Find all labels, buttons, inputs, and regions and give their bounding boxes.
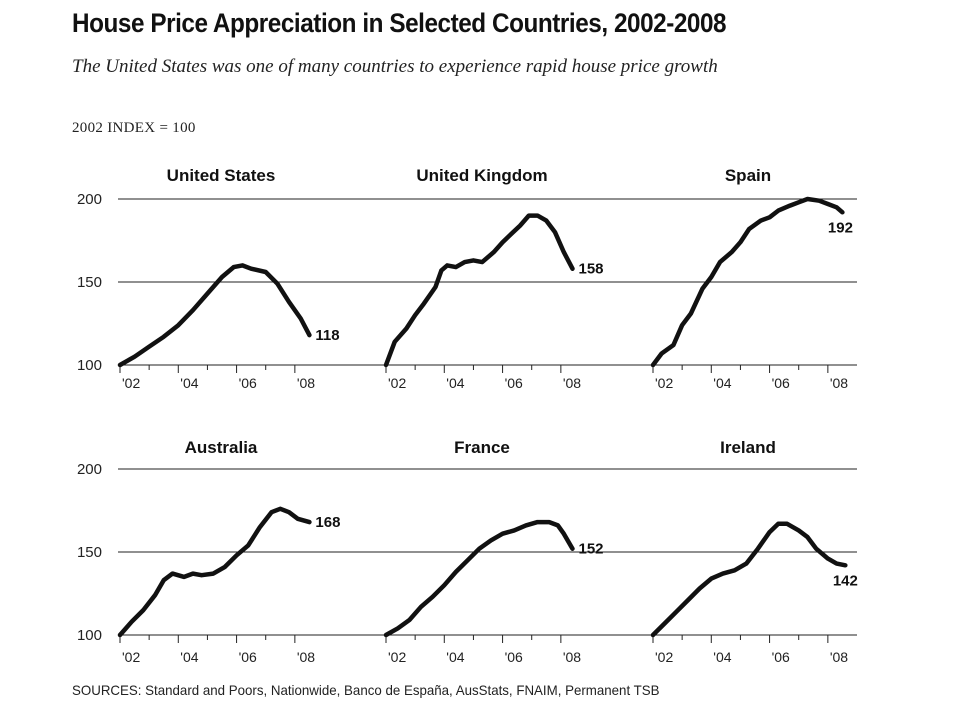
x-tick-label: '02 [122, 649, 140, 665]
y-tick-label: 150 [77, 274, 102, 291]
x-tick-label: '02 [388, 375, 406, 391]
x-tick-label: '06 [772, 649, 790, 665]
x-tick-label: '04 [180, 375, 198, 391]
y-tick-label: 150 [77, 544, 102, 561]
chart-title: House Price Appreciation in Selected Cou… [72, 8, 727, 38]
x-tick-label: '04 [180, 649, 198, 665]
y-tick-label: 100 [77, 627, 102, 644]
x-tick-label: '06 [505, 649, 523, 665]
y-tick-label: 200 [77, 461, 102, 478]
series-line-united-states [117, 263, 312, 368]
y-tick-label: 200 [77, 191, 102, 208]
end-value-label-united-states: 118 [315, 327, 339, 344]
x-tick-label: '02 [388, 649, 406, 665]
end-value-label-ireland: 142 [833, 572, 858, 589]
x-tick-label: '08 [830, 649, 848, 665]
x-tick-label: '08 [830, 375, 848, 391]
panel-title-united-states: United States [167, 166, 276, 185]
x-tick-label: '04 [446, 649, 464, 665]
y-tick-label: 100 [77, 357, 102, 374]
panel-title-ireland: Ireland [720, 438, 776, 457]
sources-note: SOURCES: Standard and Poors, Nationwide,… [72, 682, 660, 698]
series-line-france [383, 519, 575, 638]
x-tick-label: '08 [297, 375, 315, 391]
x-tick-label: '06 [772, 375, 790, 391]
x-tick-label: '08 [563, 649, 581, 665]
x-tick-label: '04 [713, 375, 731, 391]
x-tick-label: '06 [239, 375, 257, 391]
series-line-ireland [650, 521, 848, 638]
x-tick-label: '08 [297, 649, 315, 665]
end-value-label-united-kingdom: 158 [579, 261, 604, 278]
x-tick-label: '04 [713, 649, 731, 665]
end-value-label-australia: 168 [315, 514, 340, 531]
panel-title-france: France [454, 438, 510, 457]
end-value-label-spain: 192 [828, 219, 853, 236]
chart-subtitle: The United States was one of many countr… [72, 56, 718, 77]
panel-title-australia: Australia [185, 438, 258, 457]
series-line-australia [117, 506, 312, 638]
x-tick-label: '02 [122, 375, 140, 391]
x-tick-label: '06 [239, 649, 257, 665]
x-tick-label: '08 [563, 375, 581, 391]
panel-title-spain: Spain [725, 166, 771, 185]
x-tick-label: '02 [655, 375, 673, 391]
series-line-spain [650, 196, 845, 368]
x-tick-label: '04 [446, 375, 464, 391]
series-line-united-kingdom [383, 213, 575, 368]
panel-title-united-kingdom: United Kingdom [416, 166, 547, 185]
end-value-label-france: 152 [579, 541, 604, 558]
index-label: 2002 INDEX = 100 [72, 120, 196, 136]
x-tick-label: '02 [655, 649, 673, 665]
x-tick-label: '06 [505, 375, 523, 391]
